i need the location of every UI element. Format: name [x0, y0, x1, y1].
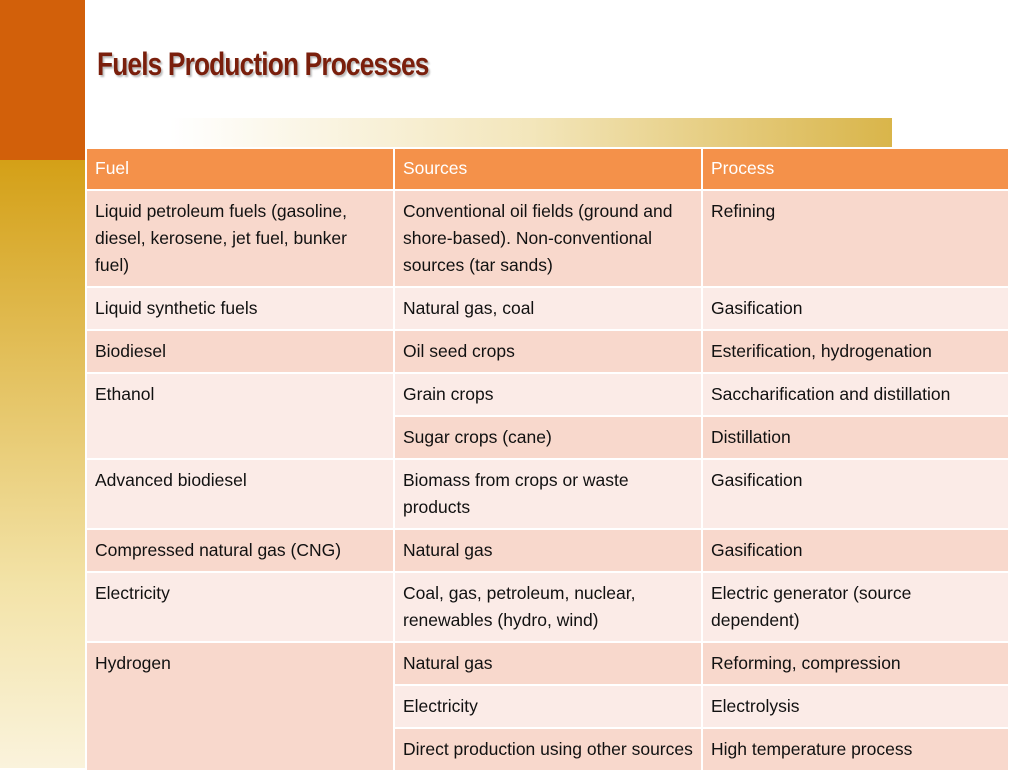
table-row: Electricity Coal, gas, petroleum, nuclear… — [85, 571, 1010, 643]
table-row: Compressed natural gas (CNG) Natural gas G… — [85, 528, 1010, 573]
fuel-cell: Electricity — [85, 571, 395, 643]
source-cell: Natural gas — [393, 528, 703, 573]
table-row: Liquid petroleum fuels (gasoline, diesel… — [85, 189, 1010, 288]
slide-title: Fuels Production Processes — [97, 46, 429, 82]
header-cell: Process — [701, 147, 1010, 191]
process-cell: Gasification — [701, 458, 1010, 530]
table-row: Advanced biodiesel Biomass from crops or … — [85, 458, 1010, 530]
header-cell: Fuel — [85, 147, 395, 191]
source-cell: Coal, gas, petroleum, nuclear, renewable… — [393, 571, 703, 643]
source-cell: Oil seed crops — [393, 329, 703, 374]
process-cell: Electrolysis — [701, 684, 1010, 729]
table-row: Electricity Electrolysis — [86, 684, 1010, 729]
process-cell: Reforming, compression — [701, 641, 1010, 686]
fuel-cell: Ethanol — [85, 372, 395, 460]
table-row: Ethanol Grain crops Saccharification and d… — [85, 372, 1010, 460]
fuel-cell: Liquid petroleum fuels (gasoline, diesel… — [85, 189, 395, 288]
fuel-cell: Advanced biodiesel — [85, 458, 395, 530]
process-cell: Gasification — [701, 528, 1010, 573]
source-cell: Electricity — [393, 684, 703, 729]
source-cell: Conventional oil fields (ground and shor… — [393, 189, 703, 288]
fuel-table: Fuel Sources Process Liquid petroleum fuel… — [85, 147, 1010, 772]
source-cell: Direct production using other sources — [393, 727, 703, 772]
process-cell: Saccharification and distillation — [701, 372, 1010, 417]
side-bar — [0, 160, 85, 768]
table-row: Biodiesel Oil seed crops Esterification, h… — [85, 329, 1010, 374]
header-row: Fuel Sources Process — [85, 147, 1010, 191]
source-cell: Natural gas — [393, 641, 703, 686]
header-band — [170, 118, 892, 147]
process-cell: Refining — [701, 189, 1010, 288]
fuel-cell: Compressed natural gas (CNG) — [85, 528, 395, 573]
table-row: Direct production using other sources Hig… — [86, 727, 1010, 772]
process-cell: Distillation — [701, 415, 1010, 460]
corner-block — [0, 0, 85, 160]
process-cell: Gasification — [701, 286, 1010, 331]
table-row: Hydrogen Natural gas Reforming, compressio… — [85, 641, 1010, 772]
source-cell: Grain crops — [393, 372, 703, 417]
table-row: Liquid synthetic fuels Natural gas, coal G… — [85, 286, 1010, 331]
process-cell: High temperature process — [701, 727, 1010, 772]
fuel-cell: Biodiesel — [85, 329, 395, 374]
process-cell: Electric generator (source dependent) — [701, 571, 1010, 643]
process-cell: Esterification, hydrogenation — [701, 329, 1010, 374]
source-cell: Natural gas, coal — [393, 286, 703, 331]
fuel-cell: Liquid synthetic fuels — [85, 286, 395, 331]
table-row: Sugar crops (cane) Distillation — [86, 415, 1010, 460]
source-cell: Biomass from crops or waste products — [393, 458, 703, 530]
fuel-cell: Hydrogen — [85, 641, 395, 772]
source-cell: Sugar crops (cane) — [393, 415, 703, 460]
header-cell: Sources — [393, 147, 703, 191]
